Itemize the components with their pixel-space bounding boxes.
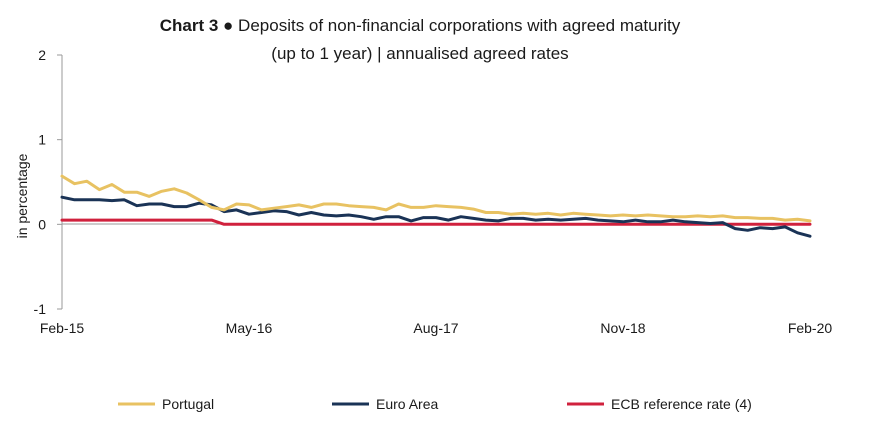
legend: Portugal Euro Area ECB reference rate (4) xyxy=(118,396,752,412)
y-tick-label: 1 xyxy=(38,132,46,148)
legend-label: Euro Area xyxy=(376,396,438,412)
x-tick-label: Nov-18 xyxy=(600,320,645,336)
series-line-euro-area xyxy=(60,195,812,238)
x-tick-label: Feb-20 xyxy=(788,320,833,336)
y-axis-label: in percentage xyxy=(14,153,30,238)
chart-title-bold: Chart 3 xyxy=(160,16,219,35)
chart-title-text: Deposits of non-financial corporations w… xyxy=(238,16,681,35)
x-axis-ticks: Feb-15 May-16 Aug-17 Nov-18 Feb-20 xyxy=(40,320,833,336)
x-tick-label: Feb-15 xyxy=(40,320,85,336)
x-tick-label: Aug-17 xyxy=(413,320,458,336)
y-tick-label: 0 xyxy=(38,216,46,232)
y-tick-label: 2 xyxy=(38,47,46,63)
chart-title-line-1: Chart 3 ● Deposits of non-financial corp… xyxy=(160,16,681,35)
y-axis-ticks: -1 0 1 2 xyxy=(34,47,62,317)
legend-label: ECB reference rate (4) xyxy=(611,396,752,412)
series-line-ecb-reference-rate-4 xyxy=(60,218,812,226)
y-tick-label: -1 xyxy=(34,301,47,317)
chart-title-line-2: (up to 1 year) | annualised agreed rates xyxy=(271,44,568,63)
legend-label: Portugal xyxy=(162,396,214,412)
chart-title-separator: ● xyxy=(223,16,233,35)
series-line-portugal xyxy=(60,174,812,223)
x-tick-label: May-16 xyxy=(226,320,273,336)
series-lines xyxy=(60,174,812,238)
